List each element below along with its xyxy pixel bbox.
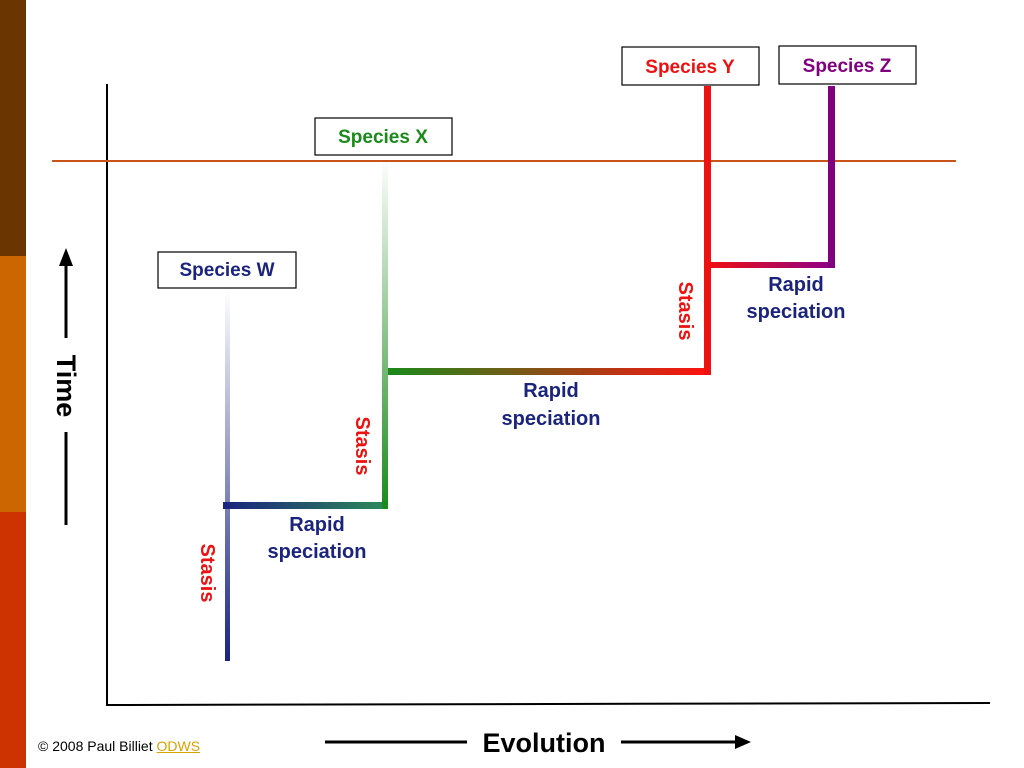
stasis-label-x: Stasis: [351, 417, 373, 476]
speciation-w-to-x-branch: [223, 502, 388, 509]
copyright-text: © 2008 Paul Billiet: [38, 738, 157, 754]
side-band-middle: [0, 256, 26, 512]
time-axis-label: Time: [51, 248, 81, 525]
species-x-lineage: [382, 158, 388, 509]
speciation-x-to-y-branch: [388, 368, 710, 375]
speciation-label-3-line1: Rapid: [768, 274, 824, 296]
species-y-lineage: [704, 86, 711, 375]
speciation-label-2: Rapid speciation: [502, 380, 601, 430]
odws-link[interactable]: ODWS: [156, 738, 201, 754]
species-z-label: Species Z: [803, 56, 892, 77]
speciation-label-2-line1: Rapid: [523, 380, 579, 402]
species-w-label: Species W: [179, 260, 274, 281]
x-axis-line: [105, 702, 991, 706]
copyright-footer: © 2008 Paul Billiet ODWS: [38, 738, 200, 754]
species-w-lineage: [225, 290, 230, 661]
side-band-bottom: [0, 512, 26, 768]
speciation-label-1-line2: speciation: [268, 541, 367, 563]
species-y-box: Species Y: [621, 46, 760, 86]
stasis-label-w: Stasis: [196, 544, 218, 603]
speciation-label-2-line2: speciation: [502, 408, 601, 430]
species-x-label: Species X: [338, 127, 428, 148]
speciation-label-1-line1: Rapid: [289, 514, 345, 536]
evolution-arrow-head: [735, 735, 751, 749]
speciation-y-to-z-branch: [708, 262, 835, 268]
side-band-top: [0, 0, 26, 256]
species-z-box: Species Z: [778, 45, 917, 85]
speciation-label-1: Rapid speciation: [268, 514, 367, 563]
speciation-label-3-line2: speciation: [747, 301, 846, 323]
time-axis-text: Time: [51, 355, 81, 418]
evolution-axis-text: Evolution: [483, 728, 606, 758]
stasis-label-y: Stasis: [674, 282, 696, 341]
speciation-label-3: Rapid speciation: [747, 274, 846, 323]
species-w-box: Species W: [157, 251, 297, 289]
species-x-box: Species X: [314, 117, 453, 156]
evolution-axis-label: Evolution: [325, 728, 751, 758]
species-y-label: Species Y: [645, 57, 735, 78]
species-z-lineage: [828, 86, 835, 268]
time-arrow-head: [59, 248, 73, 266]
